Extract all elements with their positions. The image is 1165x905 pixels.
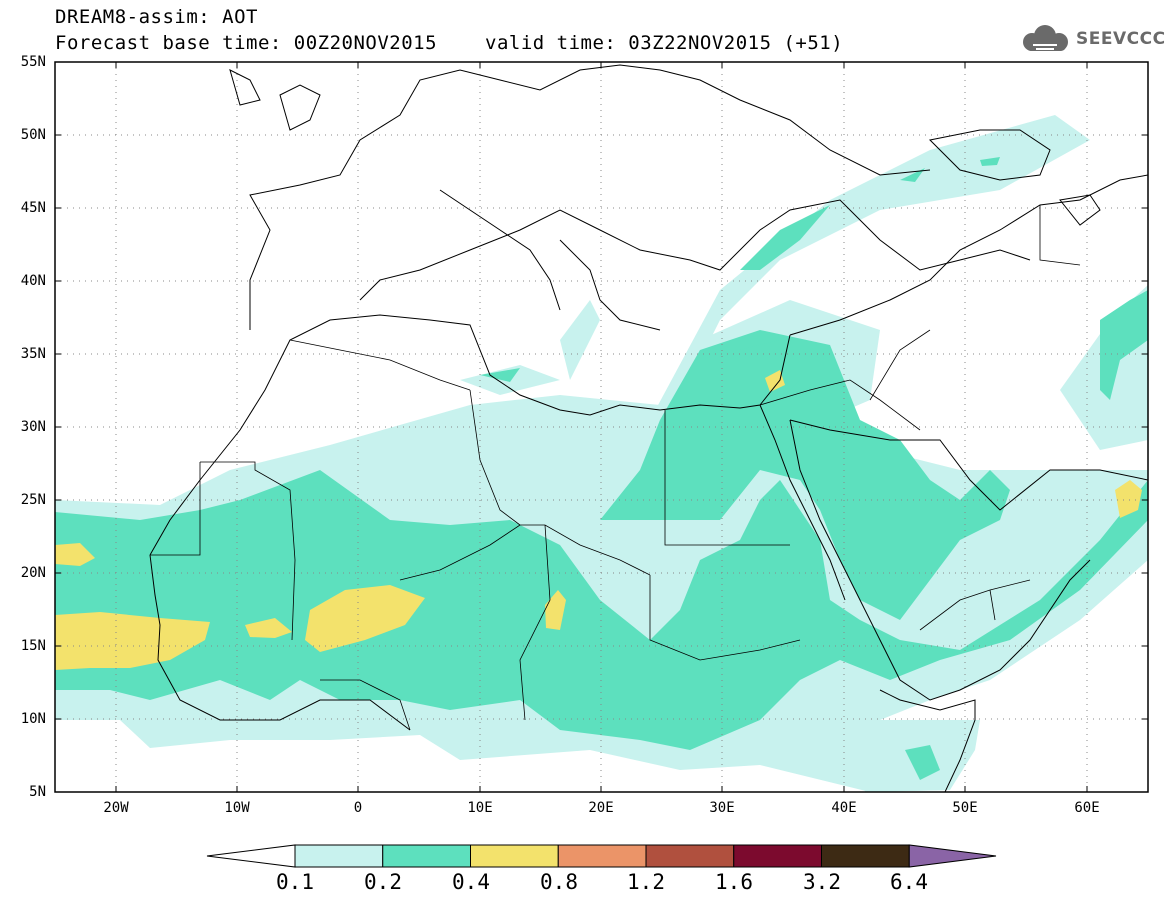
aot-contour-level-2 — [905, 745, 940, 780]
lon-label: 10W — [224, 800, 250, 816]
colorbar-under-triangle — [206, 844, 296, 868]
forecast-base-time: Forecast base time: 00Z20NOV2015 — [55, 32, 438, 54]
lat-label: 50N — [20, 127, 46, 143]
aot-contour-level-2 — [1100, 290, 1148, 400]
colorbar — [206, 844, 997, 868]
lat-label: 5N — [29, 784, 46, 800]
colorbar-segment — [557, 844, 647, 868]
valid-time: valid time: 03Z22NOV2015 (+51) — [485, 32, 844, 54]
aot-field — [55, 115, 1148, 792]
lat-label: 40N — [20, 273, 46, 289]
aot-contour-level-3 — [245, 618, 292, 638]
colorbar-label: 0.4 — [452, 870, 490, 894]
colorbar-segment — [733, 844, 822, 868]
lat-label: 20N — [20, 565, 46, 581]
aot-contour-level-3 — [1115, 480, 1142, 518]
aot-contour-level-3 — [765, 370, 785, 392]
colorbar-label: 1.6 — [715, 870, 753, 894]
aot-contour-level-2 — [480, 368, 520, 382]
colorbar-label: 0.2 — [364, 870, 402, 894]
lat-label: 15N — [20, 638, 46, 654]
aot-contour-level-2 — [980, 157, 1000, 166]
colorbar-label: 0.8 — [540, 870, 578, 894]
colorbar-over-triangle — [908, 844, 997, 868]
colorbar-label: 0.1 — [276, 870, 314, 894]
lat-label: 35N — [20, 346, 46, 362]
aot-contour-level-2 — [740, 205, 830, 270]
colorbar-label: 3.2 — [803, 870, 841, 894]
lon-label: 50E — [952, 800, 978, 816]
lon-label: 20E — [588, 800, 614, 816]
coastlines — [149, 64, 1148, 792]
cloud-logo-icon — [1023, 25, 1068, 51]
colorbar-label: 6.4 — [890, 870, 928, 894]
lat-label: 45N — [20, 200, 46, 216]
aot-contour-level-2 — [600, 330, 1010, 620]
lat-label: 25N — [20, 492, 46, 508]
logo-text: SEEVCCC — [1076, 29, 1165, 49]
lat-label: 55N — [20, 54, 46, 70]
aot-contour-level-1 — [560, 300, 600, 380]
map-title: DREAM8-assim: AOT — [55, 6, 258, 28]
colorbar-label: 1.2 — [627, 870, 665, 894]
aot-contour-level-3 — [55, 612, 210, 670]
lon-label: 60E — [1074, 800, 1100, 816]
lon-label: 30E — [709, 800, 735, 816]
lat-label: 10N — [20, 711, 46, 727]
country-borders — [150, 205, 1081, 731]
lon-label: 40E — [831, 800, 857, 816]
colorbar-segment — [382, 844, 471, 868]
graticule — [55, 62, 1148, 792]
colorbar-segment — [821, 844, 910, 868]
aot-contour-level-3 — [305, 585, 425, 652]
colorbar-segment — [645, 844, 735, 868]
lat-label: 30N — [20, 419, 46, 435]
aot-contour-level-3 — [55, 543, 95, 566]
colorbar-segment — [294, 844, 384, 868]
colorbar-segment — [470, 844, 559, 868]
lon-label: 20W — [103, 800, 129, 816]
lon-label: 0 — [353, 800, 363, 816]
aot-contour-level-1 — [650, 115, 1090, 420]
lon-label: 10E — [467, 800, 493, 816]
